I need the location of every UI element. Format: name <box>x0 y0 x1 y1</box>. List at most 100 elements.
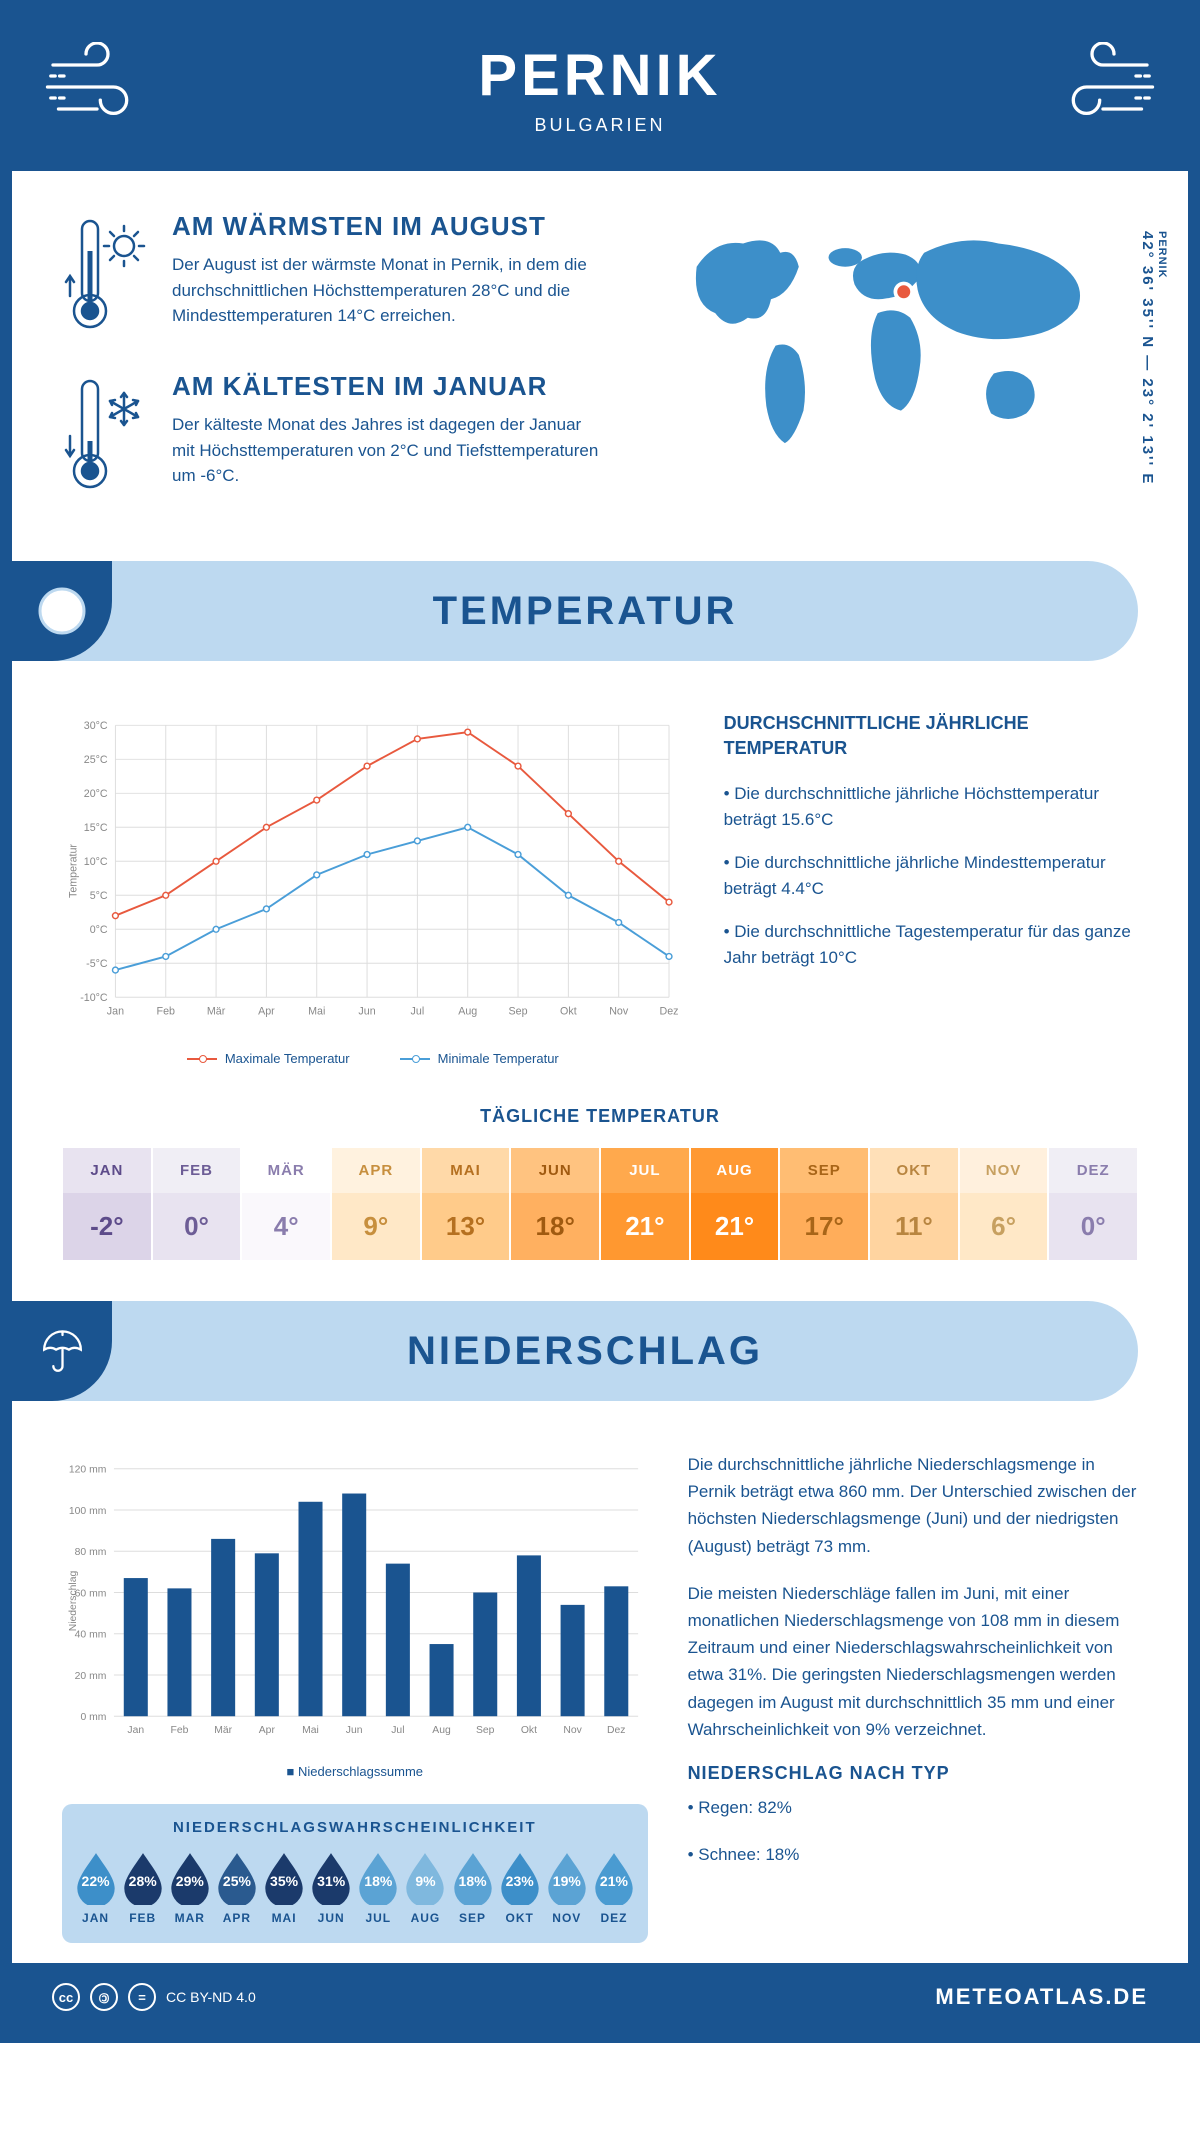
svg-text:Aug: Aug <box>432 1725 451 1736</box>
warmest-title: AM WÄRMSTEN IM AUGUST <box>172 211 605 242</box>
drop-item: 35%MAI <box>261 1851 308 1925</box>
bar-legend: Niederschlagssumme <box>62 1764 648 1779</box>
coldest-title: AM KÄLTESTEN IM JANUAR <box>172 371 605 402</box>
svg-text:Okt: Okt <box>521 1725 537 1736</box>
warmest-block: AM WÄRMSTEN IM AUGUST Der August ist der… <box>62 211 605 341</box>
world-map <box>645 211 1138 471</box>
svg-text:Nov: Nov <box>609 1006 629 1018</box>
temp-cell: FEB0° <box>152 1147 242 1261</box>
svg-text:Mär: Mär <box>214 1725 232 1736</box>
svg-text:Jul: Jul <box>411 1006 425 1018</box>
drop-item: 25%APR <box>213 1851 260 1925</box>
svg-text:Mär: Mär <box>207 1006 226 1018</box>
svg-text:5°C: 5°C <box>90 890 108 902</box>
page-subtitle: BULGARIEN <box>32 115 1168 136</box>
svg-text:Mai: Mai <box>308 1006 325 1018</box>
drop-item: 18%JUL <box>355 1851 402 1925</box>
precipitation-probability: NIEDERSCHLAGSWAHRSCHEINLICHKEIT 22%JAN28… <box>62 1804 648 1943</box>
svg-text:30°C: 30°C <box>84 720 108 732</box>
temp-cell: JAN-2° <box>62 1147 152 1261</box>
svg-text:120 mm: 120 mm <box>69 1465 106 1476</box>
temp-cell: AUG21° <box>690 1147 780 1261</box>
svg-text:Mai: Mai <box>302 1725 319 1736</box>
svg-text:Aug: Aug <box>458 1006 477 1018</box>
drop-item: 22%JAN <box>72 1851 119 1925</box>
drop-item: 29%MAR <box>166 1851 213 1925</box>
thermometer-hot-icon <box>62 211 152 341</box>
drop-item: 31%JUN <box>308 1851 355 1925</box>
drop-item: 21%DEZ <box>590 1851 637 1925</box>
svg-text:15°C: 15°C <box>84 822 108 834</box>
svg-text:Dez: Dez <box>660 1006 679 1018</box>
drop-item: 23%OKT <box>496 1851 543 1925</box>
svg-text:40 mm: 40 mm <box>75 1630 107 1641</box>
warmest-text: Der August ist der wärmste Monat in Pern… <box>172 252 605 329</box>
temperature-line-chart: -10°C -5°C 0°C 5°C 10°C 15°C 20°C 25°C 30°C Jan Fe… <box>62 711 684 1066</box>
precipitation-summary: Die durchschnittliche jährliche Niedersc… <box>688 1451 1138 1943</box>
nd-icon: = <box>128 1983 156 2011</box>
temp-cell: NOV6° <box>959 1147 1049 1261</box>
wind-icon <box>1048 42 1158 132</box>
coldest-block: AM KÄLTESTEN IM JANUAR Der kälteste Mona… <box>62 371 605 501</box>
precipitation-bar-chart: 0 mm 20 mm 40 mm 60 mm 80 mm 100 mm 120 mm Jan F… <box>62 1451 648 1779</box>
svg-text:Jun: Jun <box>358 1006 375 1018</box>
cc-icon: cc <box>52 1983 80 2011</box>
svg-text:25°C: 25°C <box>84 754 108 766</box>
svg-text:20°C: 20°C <box>84 788 108 800</box>
svg-text:Nov: Nov <box>563 1725 582 1736</box>
umbrella-icon <box>35 1324 90 1379</box>
svg-text:Jun: Jun <box>346 1725 363 1736</box>
svg-text:Feb: Feb <box>157 1006 175 1018</box>
wind-icon <box>42 42 152 132</box>
temp-cell: SEP17° <box>779 1147 869 1261</box>
info-section: AM WÄRMSTEN IM AUGUST Der August ist der… <box>12 171 1188 561</box>
svg-text:Feb: Feb <box>171 1725 189 1736</box>
svg-text:-5°C: -5°C <box>86 958 108 970</box>
svg-text:Jan: Jan <box>107 1006 124 1018</box>
svg-text:Okt: Okt <box>560 1006 577 1018</box>
temp-cell: MÄR4° <box>241 1147 331 1261</box>
svg-text:Niederschlag: Niederschlag <box>68 1570 79 1631</box>
temp-cell: JUN18° <box>510 1147 600 1261</box>
svg-text:Jan: Jan <box>127 1725 144 1736</box>
svg-text:0°C: 0°C <box>90 924 108 936</box>
svg-text:Apr: Apr <box>258 1006 275 1018</box>
temp-cell: DEZ0° <box>1048 1147 1138 1261</box>
coordinates: PERNIK 42° 36' 35'' N — 23° 2' 13'' E <box>1139 231 1168 485</box>
site-name: METEOATLAS.DE <box>935 1984 1148 2010</box>
drop-item: 9%AUG <box>402 1851 449 1925</box>
drop-item: 19%NOV <box>543 1851 590 1925</box>
temp-cell: APR9° <box>331 1147 421 1261</box>
svg-text:Jul: Jul <box>391 1725 404 1736</box>
svg-text:60 mm: 60 mm <box>75 1588 107 1599</box>
svg-text:Temperatur: Temperatur <box>68 844 80 898</box>
temperature-section-header: TEMPERATUR <box>12 561 1138 661</box>
svg-text:100 mm: 100 mm <box>69 1506 106 1517</box>
temperature-summary: DURCHSCHNITTLICHE JÄHRLICHE TEMPERATUR •… <box>724 711 1138 1066</box>
svg-text:Sep: Sep <box>509 1006 528 1018</box>
infographic-page: PERNIK BULGARIEN AM WÄRMSTEN IM AUGUST D… <box>0 0 1200 2043</box>
chart-legend: Maximale Temperatur Minimale Temperatur <box>62 1051 684 1066</box>
daily-temperature-table: TÄGLICHE TEMPERATUR JAN-2°FEB0°MÄR4°APR9… <box>12 1096 1188 1301</box>
svg-text:0 mm: 0 mm <box>80 1712 106 1723</box>
svg-text:-10°C: -10°C <box>80 992 108 1004</box>
header: PERNIK BULGARIEN <box>12 12 1188 171</box>
license-text: CC BY-ND 4.0 <box>166 1989 256 2005</box>
thermometer-cold-icon <box>62 371 152 501</box>
footer: cc 🄯 = CC BY-ND 4.0 METEOATLAS.DE <box>12 1963 1188 2031</box>
svg-text:80 mm: 80 mm <box>75 1547 107 1558</box>
temperature-heading: TEMPERATUR <box>112 589 1138 634</box>
page-title: PERNIK <box>32 42 1168 109</box>
temp-cell: MAI13° <box>421 1147 511 1261</box>
svg-text:Dez: Dez <box>607 1725 625 1736</box>
svg-text:10°C: 10°C <box>84 856 108 868</box>
svg-text:20 mm: 20 mm <box>75 1671 107 1682</box>
temp-cell: OKT11° <box>869 1147 959 1261</box>
precipitation-heading: NIEDERSCHLAG <box>112 1329 1138 1374</box>
drop-item: 28%FEB <box>119 1851 166 1925</box>
drop-item: 18%SEP <box>449 1851 496 1925</box>
precipitation-section-header: NIEDERSCHLAG <box>12 1301 1138 1401</box>
temp-cell: JUL21° <box>600 1147 690 1261</box>
by-icon: 🄯 <box>90 1983 118 2011</box>
sun-icon <box>32 581 92 641</box>
